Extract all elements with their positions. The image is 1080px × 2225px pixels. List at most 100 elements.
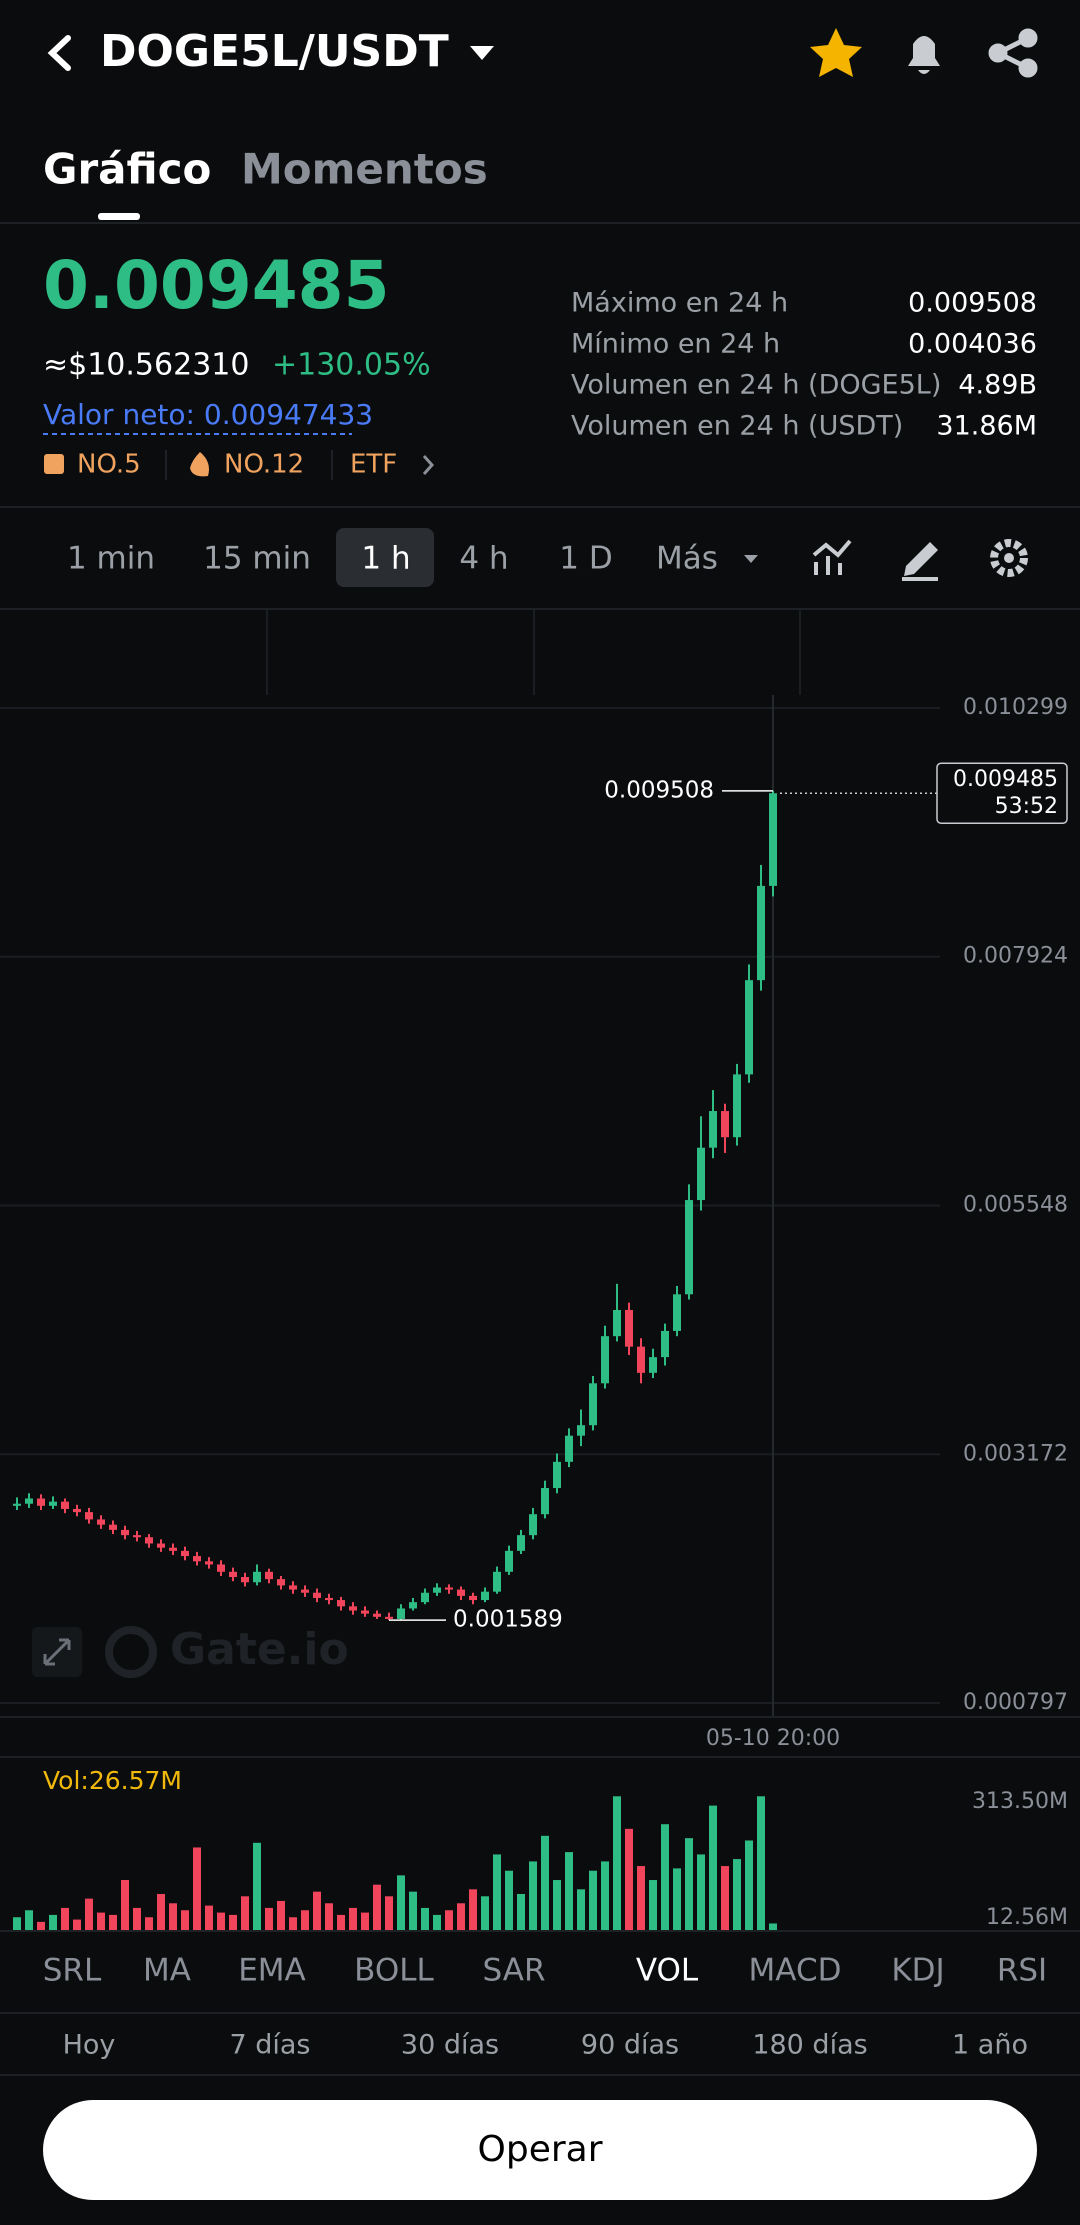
trade-button[interactable]	[43, 2100, 1037, 2200]
indicator-tab[interactable]: SAR	[483, 1953, 546, 1989]
candle-body	[61, 1501, 69, 1509]
period-tab[interactable]: Hoy	[63, 2030, 116, 2061]
candle-body	[145, 1537, 153, 1544]
back-button[interactable]	[47, 35, 71, 71]
candle-body	[109, 1524, 117, 1530]
volume-bar	[697, 1854, 705, 1930]
candle-body	[97, 1519, 105, 1525]
stat-label: Máximo en 24 h	[571, 288, 788, 319]
candle-body	[685, 1200, 693, 1295]
volume-bar	[625, 1828, 633, 1930]
badge[interactable]: NO.12	[224, 450, 304, 480]
volume-bar	[205, 1905, 213, 1930]
volume-label: Vol:26.57M	[43, 1766, 182, 1795]
stat-value: 0.004036	[908, 329, 1037, 360]
candle-body	[25, 1498, 33, 1504]
period-tab[interactable]: 7 días	[229, 2030, 310, 2061]
volume-bar	[217, 1912, 225, 1930]
candle-body	[469, 1595, 477, 1601]
volume-bar	[673, 1868, 681, 1930]
candle-body	[181, 1550, 189, 1557]
period-tab[interactable]: 30 días	[401, 2030, 499, 2061]
watermark-logo	[105, 1626, 157, 1678]
net-value[interactable]: Valor neto: 0.00947433	[43, 398, 373, 431]
indicator-tab[interactable]: SRL	[43, 1953, 102, 1989]
volume-bar	[121, 1880, 129, 1930]
stat-label: Mínimo en 24 h	[571, 329, 780, 360]
rank-icon	[44, 454, 64, 474]
candle-body	[301, 1589, 309, 1593]
favorite-star[interactable]	[810, 28, 862, 77]
max-label: 0.009508	[604, 777, 714, 803]
candle-body	[13, 1503, 21, 1506]
alert-bell[interactable]	[908, 36, 940, 74]
candle-body	[625, 1310, 633, 1347]
volume-bar	[601, 1861, 609, 1930]
dropdown-caret[interactable]	[470, 46, 494, 60]
volume-bar	[337, 1914, 345, 1930]
hot-icon	[190, 452, 209, 477]
indicator-tab[interactable]: VOL	[636, 1953, 699, 1989]
interval[interactable]: 1 min	[67, 541, 155, 577]
pair-title[interactable]: DOGE5L/USDT	[100, 26, 449, 77]
trade-button-label[interactable]: Operar	[478, 2129, 603, 2170]
candle-body	[361, 1610, 369, 1614]
draw-icon[interactable]	[902, 542, 938, 581]
candle-body	[169, 1547, 177, 1551]
volume-bar	[565, 1852, 573, 1930]
interval[interactable]: 1 D	[559, 541, 612, 577]
usd-price: ≈$10.562310	[43, 348, 249, 383]
expand-icon	[43, 1638, 71, 1666]
indicator-tab[interactable]: BOLL	[354, 1953, 434, 1989]
tab[interactable]: Gráfico	[43, 145, 211, 194]
interval[interactable]: 15 min	[203, 541, 311, 577]
candle-body	[193, 1556, 201, 1562]
candle-body	[529, 1514, 537, 1536]
indicator-tab[interactable]: KDJ	[891, 1953, 944, 1989]
y-tick-label: 0.000797	[963, 1690, 1068, 1715]
candle-body	[121, 1529, 129, 1536]
volume-bar	[553, 1880, 561, 1930]
volume-bar	[769, 1923, 777, 1930]
interval[interactable]: Más	[656, 541, 718, 577]
stat-value: 4.89B	[958, 370, 1037, 401]
volume-bar	[709, 1805, 717, 1930]
volume-bar	[649, 1880, 657, 1930]
indicator-icon[interactable]	[812, 539, 852, 575]
period-tab[interactable]: 180 días	[752, 2030, 867, 2061]
share-icon[interactable]	[988, 28, 1038, 78]
candle-body	[553, 1461, 561, 1489]
volume-bar	[61, 1907, 69, 1930]
volume-bar	[457, 1903, 465, 1930]
period-tab[interactable]: 1 año	[952, 2030, 1028, 2061]
volume-bar	[325, 1903, 333, 1930]
volume-bar	[409, 1891, 417, 1930]
candle-body	[481, 1591, 489, 1601]
y-tick-label: 0.005548	[963, 1193, 1068, 1218]
min-label: 0.001589	[453, 1607, 563, 1633]
candle-body	[505, 1550, 513, 1572]
candle-body	[589, 1383, 597, 1426]
badge[interactable]: NO.5	[77, 450, 141, 480]
tab[interactable]: Momentos	[241, 145, 488, 194]
interval[interactable]: 1 h	[361, 541, 410, 577]
candle-body	[229, 1571, 237, 1578]
volume-bar	[685, 1838, 693, 1930]
settings-icon[interactable]	[990, 539, 1028, 577]
candle-chart: 0.010299 0.007924 0.005548 0.003172 0.000797…	[0, 695, 1068, 1717]
candle-body	[433, 1587, 441, 1593]
indicator-tab[interactable]: EMA	[238, 1953, 306, 1989]
volume-bar	[493, 1854, 501, 1930]
volume-bar	[349, 1907, 357, 1930]
badge[interactable]: ETF	[350, 450, 397, 480]
indicator-tab[interactable]: RSI	[997, 1953, 1047, 1989]
period-tab[interactable]: 90 días	[581, 2030, 679, 2061]
candle-body	[313, 1592, 321, 1598]
volume-bar	[97, 1912, 105, 1930]
indicator-tab[interactable]: MA	[143, 1953, 191, 1989]
volume-bar	[361, 1912, 369, 1930]
interval[interactable]: 4 h	[459, 541, 508, 577]
last-price: 0.009485	[43, 247, 390, 324]
stat-label: Volumen en 24 h (DOGE5L)	[571, 370, 941, 401]
indicator-tab[interactable]: MACD	[749, 1953, 842, 1989]
